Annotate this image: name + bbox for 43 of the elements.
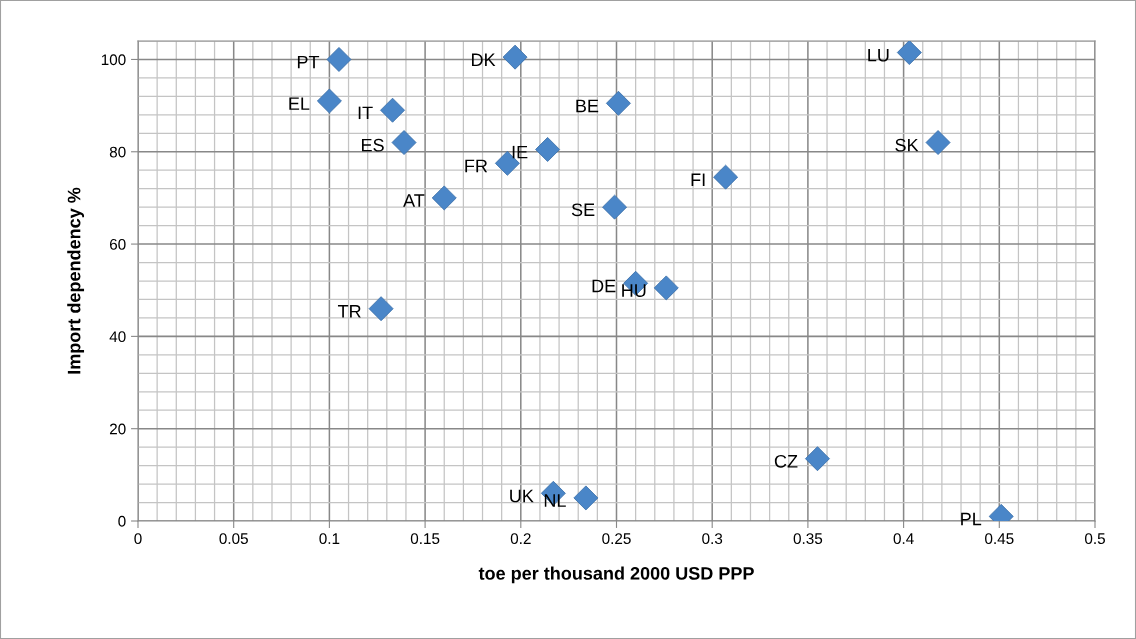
- annotation: EL: [289, 97, 310, 110]
- x-tick-label: 0.25: [602, 533, 631, 545]
- annotation: BE: [576, 99, 599, 113]
- annotation: IT: [358, 106, 373, 120]
- x-tick-label: 0.15: [410, 533, 440, 545]
- point: [391, 130, 417, 155]
- annotation: PL: [961, 512, 982, 526]
- annotation: DE: [592, 279, 616, 293]
- y-axis-title: Import dependency %: [67, 187, 85, 374]
- annotation: DK: [472, 53, 496, 66]
- point: [368, 296, 394, 322]
- x-tick-label: 0.5: [1084, 533, 1105, 545]
- annotation: AT: [403, 194, 425, 207]
- point: [602, 194, 628, 220]
- x-tick-label: 0.45: [985, 533, 1014, 545]
- annotation: IE: [512, 145, 528, 159]
- x-tick-label: 0.05: [219, 533, 248, 545]
- y-tick-label: 60: [109, 238, 126, 250]
- annotation: ES: [362, 138, 384, 152]
- x-axis-title: toe per thousand 2000 USD PPP: [478, 566, 754, 584]
- y-tick-label: 80: [109, 146, 126, 158]
- point: [805, 446, 830, 472]
- annotation: SE: [571, 203, 595, 217]
- annotation: TR: [337, 305, 361, 318]
- annotation: SK: [895, 138, 919, 152]
- y-tick-label: 20: [109, 423, 126, 435]
- y-tick-label: 100: [101, 54, 126, 66]
- annotation: FI: [691, 173, 705, 186]
- x-tick-label: 0.35: [793, 533, 823, 545]
- annotation: FR: [465, 159, 488, 173]
- annotation: PT: [297, 55, 320, 69]
- annotation: UK: [510, 489, 534, 503]
- x-tick-label: 0.1: [319, 533, 340, 545]
- point: [431, 185, 457, 211]
- x-tick-label: 0.4: [893, 533, 914, 545]
- y-tick-label: 40: [109, 331, 126, 343]
- x-tick-label: 0.3: [702, 533, 723, 545]
- x-tick-label: 0: [134, 533, 142, 545]
- annotation: CZ: [774, 454, 798, 468]
- y-tick-label: 0: [118, 515, 126, 527]
- annotation: LU: [868, 48, 889, 62]
- x-tick-label: 0.2: [510, 533, 531, 545]
- point: [535, 137, 561, 162]
